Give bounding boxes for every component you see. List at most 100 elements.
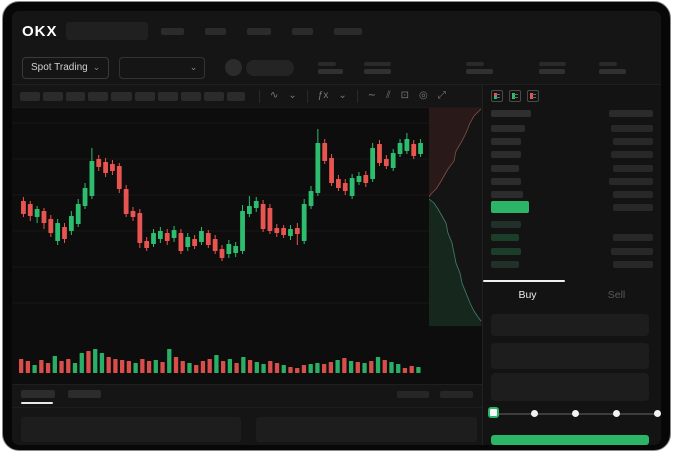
active-tab-indicator: [483, 279, 565, 282]
ticker-stat: [364, 61, 392, 74]
tab-buy[interactable]: Buy: [518, 288, 537, 301]
ask-row[interactable]: [483, 175, 661, 188]
tab-sell[interactable]: Sell: [607, 288, 626, 301]
price-column-header: [491, 110, 531, 117]
ask-row[interactable]: [483, 122, 661, 135]
slider-handle[interactable]: [487, 406, 499, 418]
toolbar-button[interactable]: [181, 91, 201, 101]
price-bar: [491, 260, 519, 268]
price-bar: [491, 164, 519, 172]
okx-logo[interactable]: OKX: [22, 22, 58, 40]
bid-row[interactable]: [483, 258, 661, 271]
bid-row[interactable]: [483, 231, 661, 244]
toolbar-button[interactable]: [66, 91, 85, 101]
toolbar-button[interactable]: [88, 91, 108, 101]
orders-action-bar[interactable]: [397, 390, 429, 398]
ask-row[interactable]: [483, 162, 661, 175]
price-bar: [491, 125, 525, 133]
total-input[interactable]: [491, 372, 649, 401]
candlestick-chart: [21, 129, 423, 261]
slider-stop[interactable]: [612, 409, 620, 417]
orders-tab[interactable]: [68, 390, 101, 398]
bid-rows: [483, 218, 661, 271]
ask-rows: [483, 122, 661, 201]
ask-row[interactable]: [483, 148, 661, 161]
toolbar-button[interactable]: [204, 91, 224, 101]
orders-action-bar[interactable]: [440, 390, 473, 398]
toolbar-button[interactable]: [111, 91, 132, 101]
trading-app: OKX Spot Trading ⌄ ⌄ ∿ ⌄ ƒx ⌄ ∼ ⫽ ⊡ ◎ ⤢: [12, 11, 661, 445]
buy-submit-button[interactable]: [491, 434, 649, 445]
slider-stop[interactable]: [571, 409, 579, 417]
orders-section: [12, 384, 482, 445]
snapshot-icon[interactable]: ⊡: [400, 90, 409, 101]
nav-item[interactable]: [160, 27, 184, 35]
amount-input[interactable]: [491, 342, 649, 369]
amount-bar: [613, 234, 653, 242]
amount-bar: [613, 191, 653, 199]
ticker-stat: [318, 61, 344, 74]
divider: [12, 407, 482, 408]
chevron-down-icon[interactable]: ⌄: [338, 90, 347, 101]
toolbar-button[interactable]: [43, 91, 63, 101]
trade-tabs: Buy Sell: [483, 279, 661, 310]
nav-item[interactable]: [333, 27, 362, 35]
toolbar-separator: [356, 89, 358, 103]
market-type-label: Spot Trading: [31, 62, 88, 73]
orders-panel-left: [21, 417, 241, 442]
price-bar: [491, 138, 521, 146]
toolbar-button[interactable]: [158, 91, 178, 101]
slider-stop[interactable]: [530, 409, 538, 417]
bid-row[interactable]: [483, 245, 661, 258]
orders-tab[interactable]: [21, 390, 55, 404]
ticker-stats: [294, 51, 627, 84]
main-content: ∿ ⌄ ƒx ⌄ ∼ ⫽ ⊡ ◎ ⤢: [12, 85, 661, 445]
chart-style-icon[interactable]: ∿: [270, 90, 279, 101]
price-input[interactable]: [491, 313, 649, 336]
ticker-stat: [466, 61, 494, 74]
nav-menu: [160, 27, 362, 35]
ticker-stat: [539, 61, 567, 74]
ask-row[interactable]: [483, 135, 661, 148]
orderbook-asks-icon[interactable]: [527, 90, 539, 102]
last-price-row[interactable]: [483, 201, 661, 214]
chevron-down-icon[interactable]: ⌄: [288, 90, 297, 101]
toolbar-button[interactable]: [20, 91, 40, 101]
fullscreen-icon[interactable]: ⤢: [437, 90, 446, 101]
nav-placeholder-box: [65, 22, 148, 40]
amount-bar: [613, 164, 653, 172]
last-price-placeholder: [246, 59, 295, 76]
chart-column: ∿ ⌄ ƒx ⌄ ∼ ⫽ ⊡ ◎ ⤢: [12, 85, 482, 445]
nav-item[interactable]: [291, 27, 313, 35]
price-bar: [491, 191, 523, 199]
depth-chart: [429, 108, 482, 326]
amount-bar: [613, 138, 653, 146]
orderbook-both-icon[interactable]: [491, 90, 503, 102]
toolbar-icons: ∿ ⌄ ƒx ⌄ ∼ ⫽ ⊡ ◎ ⤢: [254, 89, 451, 103]
nav-item[interactable]: [246, 27, 271, 35]
pair-selector-dropdown[interactable]: ⌄: [119, 56, 206, 79]
orderbook-trade-panel: Buy Sell: [482, 85, 661, 445]
token-avatar: [225, 59, 243, 76]
bid-row[interactable]: [483, 218, 661, 231]
draw-tools-icon[interactable]: ⫽: [386, 90, 391, 101]
price-bar: [491, 151, 521, 159]
line-tool-icon[interactable]: ∼: [367, 90, 377, 101]
slider-stop[interactable]: [653, 409, 661, 417]
toolbar-button[interactable]: [135, 91, 155, 101]
market-type-dropdown[interactable]: Spot Trading ⌄: [22, 56, 110, 79]
orders-panel-right: [256, 417, 477, 442]
ticker-stat: [599, 61, 627, 74]
last-price-highlight: [491, 201, 529, 214]
nav-item[interactable]: [204, 27, 226, 35]
toolbar-button[interactable]: [227, 91, 245, 101]
amount-percent-slider[interactable]: [483, 404, 661, 424]
indicators-icon[interactable]: ƒx: [317, 90, 329, 101]
price-chart[interactable]: [12, 107, 482, 384]
market-header: Spot Trading ⌄ ⌄: [12, 51, 661, 85]
ask-row[interactable]: [483, 188, 661, 201]
orderbook-header: [483, 110, 661, 117]
timer-icon[interactable]: ◎: [418, 90, 428, 101]
orderbook-bids-icon[interactable]: [509, 90, 521, 102]
amount-bar: [613, 260, 653, 268]
